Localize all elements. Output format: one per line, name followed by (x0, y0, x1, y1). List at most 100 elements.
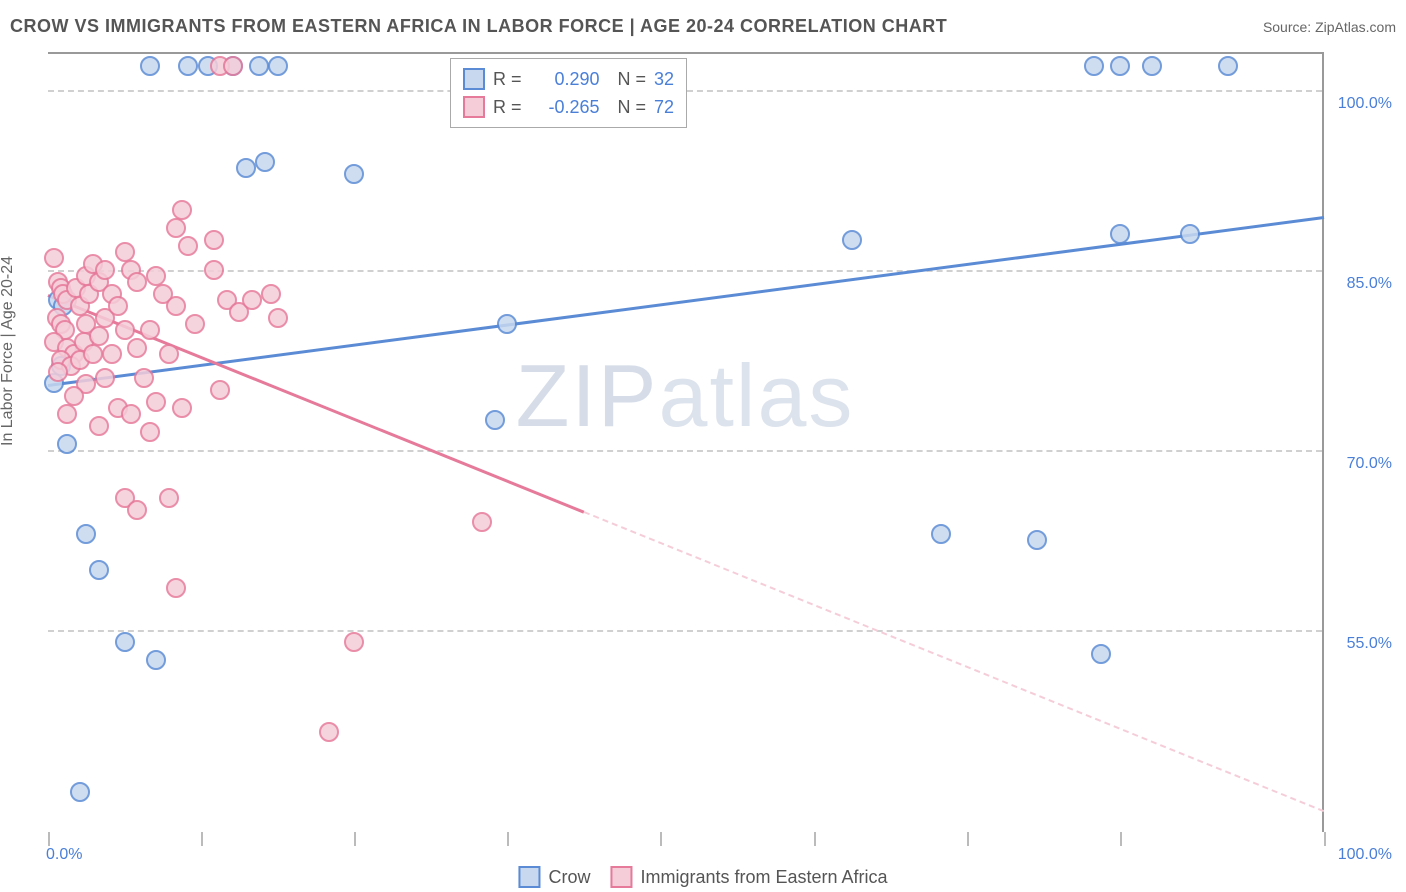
data-point-crow (1091, 644, 1111, 664)
data-point-eastafrica (166, 296, 186, 316)
data-point-crow (931, 524, 951, 544)
data-point-crow (1084, 56, 1104, 76)
x-tick (1120, 832, 1122, 846)
data-point-eastafrica (223, 56, 243, 76)
x-tick (814, 832, 816, 846)
series-legend-label: Immigrants from Eastern Africa (640, 867, 887, 888)
x-tick (48, 832, 50, 846)
data-point-eastafrica (178, 236, 198, 256)
data-point-eastafrica (268, 308, 288, 328)
data-point-crow (70, 782, 90, 802)
data-point-crow (497, 314, 517, 334)
x-tick (507, 832, 509, 846)
corr-n-value: 32 (654, 69, 674, 90)
data-point-crow (1027, 530, 1047, 550)
data-point-crow (57, 434, 77, 454)
corr-legend-row-crow: R = 0.290 N = 32 (463, 65, 674, 93)
data-point-eastafrica (121, 404, 141, 424)
data-point-crow (89, 560, 109, 580)
chart-plot-area: ZIPatlas 100.0%85.0%70.0%55.0% (48, 52, 1324, 832)
source-attribution: Source: ZipAtlas.com (1263, 19, 1396, 35)
data-point-eastafrica (102, 344, 122, 364)
data-point-eastafrica (48, 362, 68, 382)
data-point-eastafrica (127, 500, 147, 520)
legend-swatch-crow (463, 68, 485, 90)
data-point-eastafrica (57, 404, 77, 424)
data-point-eastafrica (83, 344, 103, 364)
data-point-eastafrica (140, 320, 160, 340)
gridline (48, 270, 1322, 272)
legend-swatch-eastafrica (463, 96, 485, 118)
data-point-eastafrica (204, 260, 224, 280)
data-point-eastafrica (159, 488, 179, 508)
series-legend-label: Crow (548, 867, 590, 888)
y-tick-label: 100.0% (1332, 95, 1392, 113)
data-point-eastafrica (127, 272, 147, 292)
corr-r-value: 0.290 (530, 69, 600, 90)
data-point-eastafrica (115, 320, 135, 340)
data-point-eastafrica (140, 422, 160, 442)
data-point-eastafrica (204, 230, 224, 250)
data-point-eastafrica (166, 218, 186, 238)
chart-title: CROW VS IMMIGRANTS FROM EASTERN AFRICA I… (10, 16, 947, 37)
corr-n-value: 72 (654, 97, 674, 118)
legend-swatch-crow (518, 866, 540, 888)
data-point-eastafrica (472, 512, 492, 532)
data-point-eastafrica (89, 416, 109, 436)
data-point-eastafrica (242, 290, 262, 310)
corr-n-label: N = (608, 97, 647, 118)
data-point-crow (1142, 56, 1162, 76)
corr-n-label: N = (608, 69, 647, 90)
data-point-eastafrica (159, 344, 179, 364)
y-axis-label: In Labor Force | Age 20-24 (0, 256, 17, 446)
x-tick (354, 832, 356, 846)
data-point-eastafrica (210, 380, 230, 400)
corr-r-label: R = (493, 97, 522, 118)
trend-line-eastafrica-extrapolated (584, 511, 1325, 812)
gridline (48, 450, 1322, 452)
series-legend: Crow Immigrants from Eastern Africa (518, 866, 887, 888)
data-point-eastafrica (261, 284, 281, 304)
data-point-eastafrica (146, 266, 166, 286)
data-point-crow (115, 632, 135, 652)
gridline (48, 630, 1322, 632)
data-point-eastafrica (44, 248, 64, 268)
data-point-crow (76, 524, 96, 544)
data-point-eastafrica (134, 368, 154, 388)
data-point-eastafrica (115, 242, 135, 262)
data-point-crow (1180, 224, 1200, 244)
data-point-eastafrica (319, 722, 339, 742)
legend-swatch-eastafrica (610, 866, 632, 888)
x-tick (967, 832, 969, 846)
data-point-crow (146, 650, 166, 670)
x-tick (1324, 832, 1326, 846)
x-tick (660, 832, 662, 846)
data-point-eastafrica (172, 200, 192, 220)
data-point-eastafrica (64, 386, 84, 406)
data-point-crow (485, 410, 505, 430)
y-tick-label: 70.0% (1332, 455, 1392, 473)
plot-layer: 100.0%85.0%70.0%55.0% (48, 54, 1322, 832)
corr-r-value: -0.265 (530, 97, 600, 118)
y-tick-label: 55.0% (1332, 635, 1392, 653)
data-point-crow (842, 230, 862, 250)
data-point-crow (249, 56, 269, 76)
data-point-eastafrica (146, 392, 166, 412)
data-point-eastafrica (95, 260, 115, 280)
data-point-crow (178, 56, 198, 76)
corr-r-label: R = (493, 69, 522, 90)
data-point-eastafrica (344, 632, 364, 652)
x-axis-max-label: 100.0% (1338, 846, 1392, 864)
data-point-crow (140, 56, 160, 76)
data-point-eastafrica (95, 368, 115, 388)
data-point-eastafrica (108, 296, 128, 316)
chart-header: CROW VS IMMIGRANTS FROM EASTERN AFRICA I… (10, 16, 1396, 37)
data-point-eastafrica (127, 338, 147, 358)
corr-legend-row-eastafrica: R = -0.265 N = 72 (463, 93, 674, 121)
data-point-crow (1110, 224, 1130, 244)
data-point-eastafrica (172, 398, 192, 418)
series-legend-item-eastafrica: Immigrants from Eastern Africa (610, 866, 887, 888)
data-point-crow (344, 164, 364, 184)
data-point-crow (1110, 56, 1130, 76)
series-legend-item-crow: Crow (518, 866, 590, 888)
